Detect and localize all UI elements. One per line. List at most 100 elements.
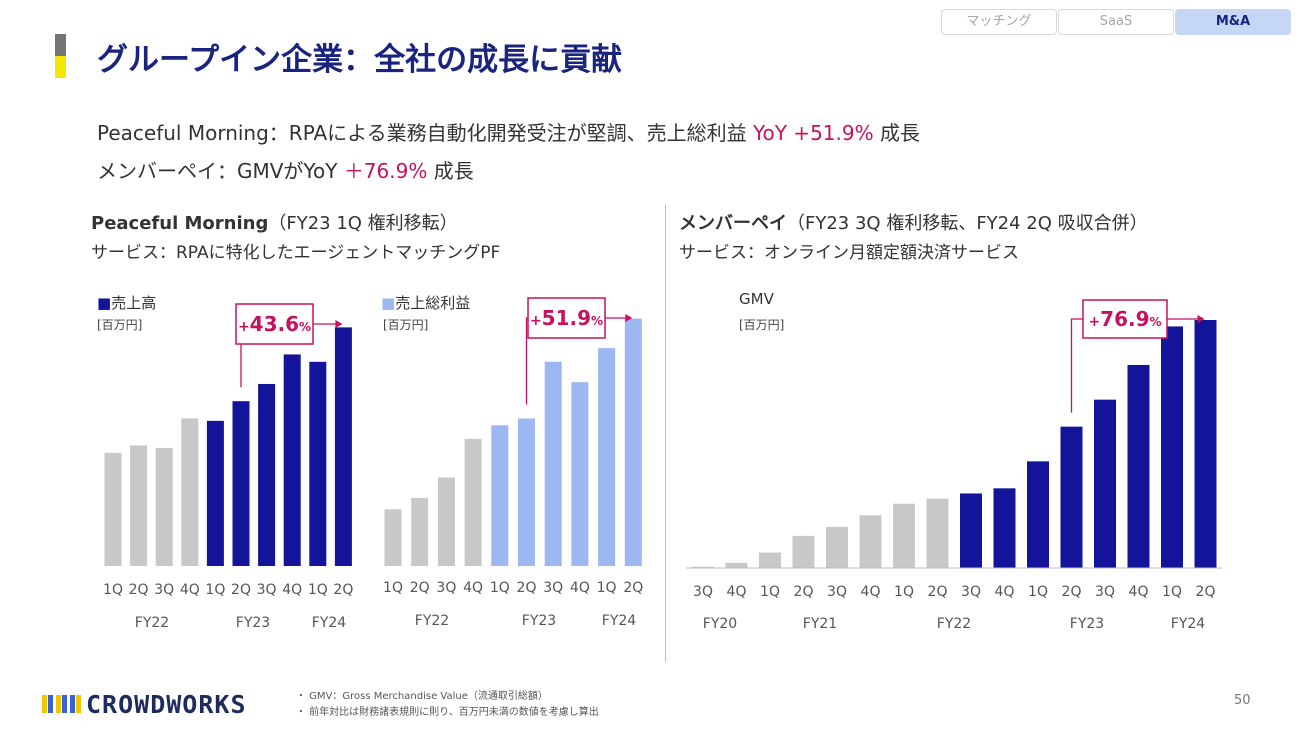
gmv-bar-7: [893, 503, 915, 568]
gmv-bar-6: [859, 515, 882, 568]
right-panel-transfer: （FY23 3Q 権利移転、FY24 2Q 吸収合併）: [787, 213, 1148, 234]
summary-line-1: Peaceful Morning：RPAによる業務自動化開発受注が堅調、売上総利…: [97, 117, 920, 146]
left-panel-company: Peaceful Morning: [91, 213, 269, 234]
sales-tick-4: 4Q: [180, 582, 200, 598]
gmv-tick-7: 1Q: [894, 584, 914, 600]
gmv-fy-5: FY24: [1171, 616, 1206, 632]
gross_profit-fy-2: FY23: [522, 613, 556, 629]
gmv-bar-5: [826, 526, 848, 568]
gmv-bar-14: [1127, 364, 1150, 568]
gmv-tick-9: 3Q: [961, 584, 981, 600]
sales-bar-3: [155, 447, 173, 566]
gmv-tick-12: 2Q: [1062, 584, 1082, 600]
title-accent-yellow: [55, 56, 66, 78]
sales-bar-2: [130, 445, 148, 566]
sales-bar-7: [258, 383, 276, 566]
sales-bar-5: [206, 420, 224, 566]
gmv-tick-16: 2Q: [1196, 584, 1216, 600]
gmv-fy-3: FY22: [937, 616, 971, 632]
left-panel-transfer: （FY23 1Q 権利移転）: [268, 213, 458, 234]
gross_profit-annotation-arrowhead: [625, 314, 633, 322]
gross_profit-bar-1: [384, 509, 402, 566]
gmv-bar-16: [1194, 319, 1217, 568]
gp-legend-swatch: ■: [381, 294, 396, 312]
gross_profit-tick-3: 3Q: [436, 580, 456, 596]
gmv-annotation-line: [1070, 318, 1083, 413]
gross_profit-bar-9: [598, 348, 616, 566]
sales-chart: 1Q 2Q 3Q 4Q 1Q 2Q 3Q 4Q 1Q 2Q FY22 FY23 FY24 +43.6%: [103, 303, 353, 631]
sales-tick-9: 1Q: [308, 582, 328, 598]
sales-tick-2: 2Q: [129, 582, 149, 598]
gp-unit: [百万円]: [383, 318, 429, 332]
tab-matching[interactable]: マッチング: [941, 9, 1057, 35]
panel-divider: [665, 205, 666, 662]
gmv-bar-10: [993, 488, 1016, 568]
gross_profit-fy-1: FY22: [415, 613, 449, 629]
summary-line-2-text: メンバーペイ：GMVがYoY: [97, 159, 344, 183]
sales-unit: [百万円]: [97, 318, 143, 332]
sales-annotation-box: [235, 303, 314, 345]
gross_profit-annotation-label: +51.9%: [530, 306, 603, 330]
gross_profit-fy-3: FY24: [602, 613, 637, 629]
gross_profit-tick-8: 4Q: [570, 580, 590, 596]
sales-fy-3: FY24: [312, 615, 347, 631]
gross_profit-bar-6: [518, 418, 535, 566]
gmv-bar-8: [926, 498, 949, 568]
gmv-bar-12: [1060, 426, 1083, 568]
sales-bar-9: [309, 361, 327, 566]
gmv-tick-14: 4Q: [1129, 584, 1149, 600]
summary-line-2-highlight: ＋76.9%: [343, 159, 428, 183]
gmv-fy-1: FY20: [703, 616, 737, 632]
gmv-tick-5: 3Q: [827, 584, 847, 600]
title-accent-gray: [55, 34, 66, 56]
page-number: 50: [1234, 693, 1251, 708]
footnote-2: ・ 前年対比は財務諸表規則に則り、百万円未満の数値を考慮し算出: [296, 707, 599, 718]
right-panel-subtitle: サービス：オンライン月額定額決済サービス: [679, 243, 1019, 263]
sales-bar-4: [181, 418, 199, 566]
sales-bar-10: [334, 327, 352, 566]
gross_profit-tick-7: 3Q: [543, 580, 563, 596]
gmv-tick-8: 2Q: [928, 584, 948, 600]
sales-fy-1: FY22: [135, 615, 169, 631]
gp-legend: ■売上総利益: [381, 292, 470, 313]
logo: [42, 691, 86, 721]
gmv-bar-15: [1161, 326, 1183, 568]
gross_profit-bar-8: [571, 382, 589, 566]
gmv-chart: 3Q 4Q 1Q 2Q 3Q 4Q 1Q 2Q 3Q 4Q 1Q 2Q 3Q 4Q 1Q 2Q FY20 FY21…: [686, 299, 1223, 632]
page-title: グループイン企業：全社の成長に貢献: [97, 42, 623, 78]
gross_profit-bar-4: [464, 438, 482, 566]
tab-ma[interactable]: M&A: [1175, 9, 1291, 35]
sales-fy-2: FY23: [236, 615, 270, 631]
gross_profit-bar-10: [624, 318, 642, 566]
gross_profit-tick-1: 1Q: [383, 580, 403, 596]
gross_profit-tick-5: 1Q: [490, 580, 510, 596]
footnote-1: ・ GMV：Gross Merchandise Value（流通取引総額）: [296, 691, 548, 702]
gmv-fy-4: FY23: [1070, 616, 1104, 632]
logo-text: CROWDWORKS: [86, 690, 247, 719]
gross_profit-bar-3: [437, 477, 455, 566]
sales-bar-1: [104, 452, 122, 566]
gmv-legend: GMV: [739, 290, 774, 308]
gmv-annotation-label: +76.9%: [1088, 307, 1161, 331]
sales-tick-5: 1Q: [205, 582, 225, 598]
tab-saas[interactable]: SaaS: [1058, 9, 1174, 35]
summary-line-2: メンバーペイ：GMVがYoY ＋76.9% 成長: [97, 155, 474, 184]
gmv-bar-13: [1094, 399, 1116, 568]
left-panel-title: Peaceful Morning（FY23 1Q 権利移転）: [91, 209, 458, 235]
gmv-tick-6: 4Q: [861, 584, 881, 600]
right-panel-company: メンバーペイ: [679, 213, 787, 234]
sales-tick-10: 2Q: [333, 582, 353, 598]
gmv-tick-4: 2Q: [794, 584, 814, 600]
gmv-bar-1: [692, 566, 714, 568]
right-panel-title: メンバーペイ（FY23 3Q 権利移転、FY24 2Q 吸収合併）: [679, 209, 1148, 235]
gross_profit-tick-9: 1Q: [597, 580, 617, 596]
gmv-tick-10: 4Q: [995, 584, 1015, 600]
gross_profit-tick-2: 2Q: [410, 580, 430, 596]
sales-bar-6: [232, 401, 250, 566]
sales-tick-3: 3Q: [154, 582, 174, 598]
gross_profit-tick-10: 2Q: [623, 580, 643, 596]
gross_profit-tick-4: 4Q: [463, 580, 483, 596]
gmv-unit: [百万円]: [739, 318, 785, 332]
gross_profit-bar-5: [491, 425, 509, 566]
